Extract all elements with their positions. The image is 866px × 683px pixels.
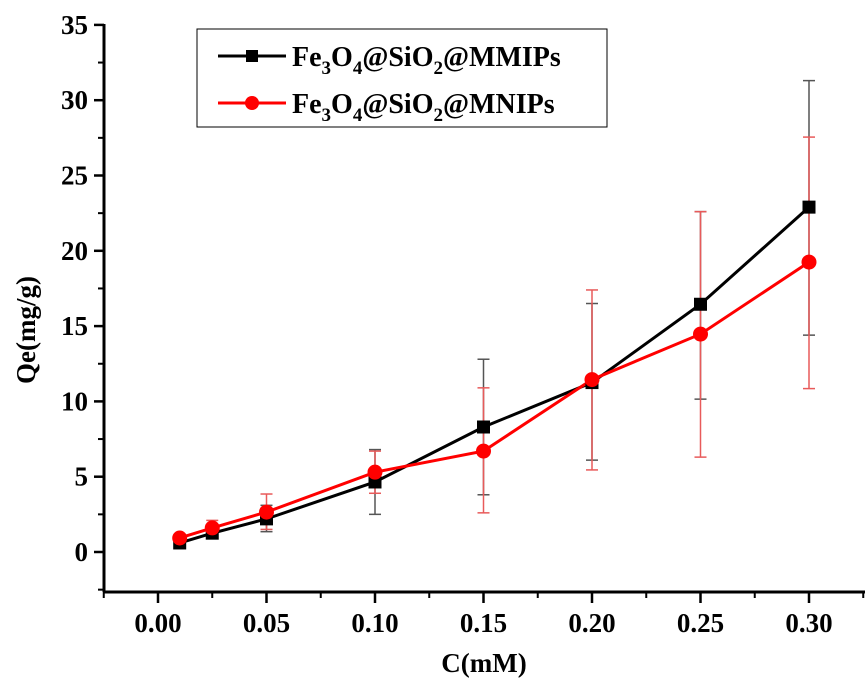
data-point-mnips xyxy=(204,520,220,536)
x-tick-label: 0.25 xyxy=(677,608,724,638)
y-tick-label: 0 xyxy=(75,537,89,567)
series-markers xyxy=(172,200,817,550)
data-point-mmips xyxy=(477,420,490,434)
y-axis-title: Qe(mg/g) xyxy=(11,276,41,384)
data-point-mnips xyxy=(801,254,817,270)
x-tick-label: 0.10 xyxy=(351,608,398,638)
legend-label-mmips: Fe3O4@SiO2@MMIPs xyxy=(292,42,561,79)
x-tick-label: 0.05 xyxy=(243,608,290,638)
y-tick-label: 10 xyxy=(61,386,88,416)
data-point-mnips xyxy=(476,443,491,459)
x-tick-label: 0.20 xyxy=(568,608,615,638)
legend-item-mnips: Fe3O4@SiO2@MNIPs xyxy=(218,89,555,126)
data-point-mnips xyxy=(259,504,274,520)
legend-label-mnips: Fe3O4@SiO2@MNIPs xyxy=(292,89,555,126)
y-tick-label: 15 xyxy=(61,311,88,341)
y-tick-label: 30 xyxy=(61,85,88,115)
series-line-mnips xyxy=(179,260,810,540)
x-tick-label: 0.15 xyxy=(460,608,507,638)
data-point-mmips xyxy=(694,297,707,311)
data-point-mnips xyxy=(172,530,188,546)
legend-marker-circle xyxy=(245,96,259,110)
y-tick-label: 35 xyxy=(61,10,88,40)
x-axis-title: C(mM) xyxy=(441,648,526,678)
error-bars xyxy=(173,79,815,546)
y-tick-label: 25 xyxy=(61,161,88,191)
y-tick-label: 20 xyxy=(61,236,88,266)
series-line-mmips xyxy=(179,206,811,545)
data-point-mnips xyxy=(693,326,708,342)
data-point-mmips xyxy=(802,200,816,214)
legend: Fe3O4@SiO2@MMIPs Fe3O4@SiO2@MNIPs xyxy=(196,28,608,128)
series-lines xyxy=(179,206,811,545)
legend-item-mmips: Fe3O4@SiO2@MMIPs xyxy=(218,42,561,79)
x-tick-label: 0.00 xyxy=(134,608,181,638)
legend-box xyxy=(196,28,608,128)
data-point-mnips xyxy=(584,372,600,388)
axes: 0 5 10 15 20 25 30 35 0.00 0.05 0.10 0.15 0.20 0.25 0.… xyxy=(61,10,865,638)
legend-marker-square xyxy=(246,50,258,62)
x-tick-label: 0.30 xyxy=(785,608,832,638)
data-point-mnips xyxy=(367,464,383,480)
y-tick-label: 5 xyxy=(75,462,89,492)
